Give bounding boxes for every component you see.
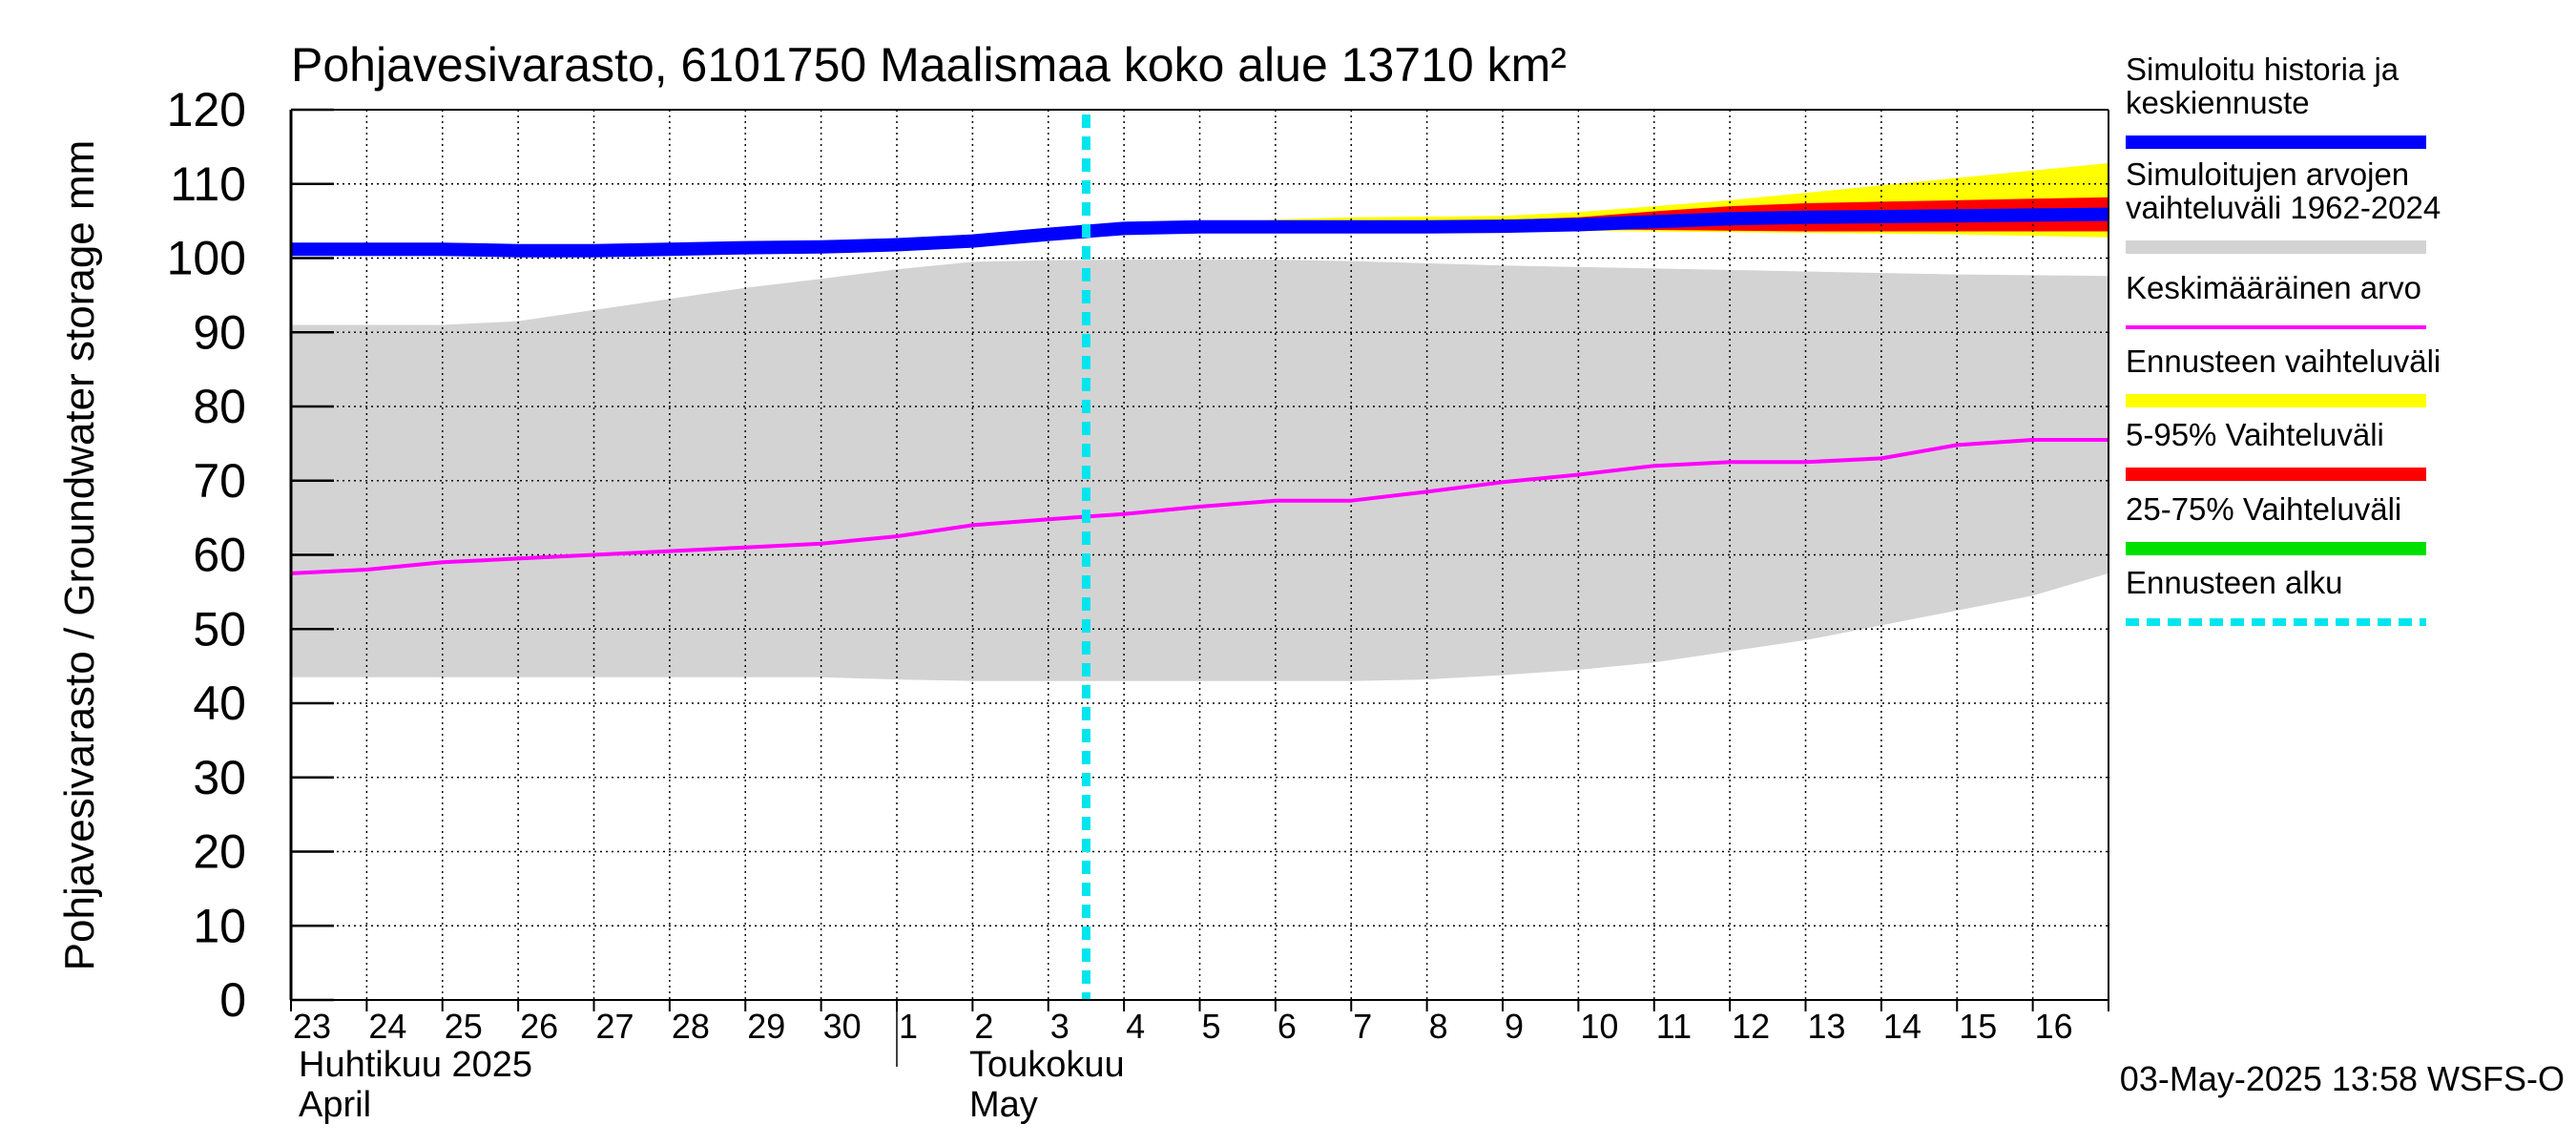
y-tick-label: 0	[219, 973, 246, 1027]
legend-label: Simuloitu historia ja	[2126, 52, 2399, 87]
timestamp-footer: 03-May-2025 13:58 WSFS-O	[2120, 1059, 2565, 1098]
y-tick-label: 70	[193, 454, 246, 508]
x-tick-label: 24	[368, 1007, 406, 1046]
x-tick-label: 8	[1429, 1007, 1448, 1046]
x-tick-label: 6	[1278, 1007, 1297, 1046]
y-tick-label: 80	[193, 380, 246, 433]
x-tick-label: 2	[974, 1007, 993, 1046]
y-tick-label: 110	[170, 157, 246, 211]
legend-label: keskiennuste	[2126, 85, 2310, 120]
x-tick-label: 5	[1202, 1007, 1221, 1046]
x-tick-label: 14	[1883, 1007, 1922, 1046]
x-tick-label: 7	[1353, 1007, 1372, 1046]
x-tick-label: 13	[1808, 1007, 1846, 1046]
month-label-fi: Toukokuu	[969, 1045, 1125, 1085]
x-tick-label: 25	[445, 1007, 483, 1046]
y-tick-label: 120	[167, 83, 246, 136]
x-tick-label: 23	[293, 1007, 331, 1046]
x-tick-label: 26	[520, 1007, 558, 1046]
legend-label: Ennusteen vaihteluväli	[2126, 344, 2441, 379]
y-tick-label: 20	[193, 825, 246, 879]
x-tick-label: 16	[2035, 1007, 2073, 1046]
chart-lines	[290, 114, 2109, 1000]
x-tick-label: 11	[1656, 1007, 1692, 1046]
x-tick-label: 9	[1505, 1007, 1524, 1046]
x-tick-label: 4	[1126, 1007, 1145, 1046]
x-tick-label: 30	[823, 1007, 862, 1046]
chart-title: Pohjavesivarasto, 6101750 Maalismaa koko…	[291, 38, 1567, 92]
y-tick-label: 40	[193, 677, 246, 730]
legend-label: Keskimääräinen arvo	[2126, 270, 2421, 305]
month-label-fi: Huhtikuu 2025	[299, 1045, 532, 1085]
line-series-5	[291, 207, 2109, 258]
y-tick-label: 30	[193, 751, 246, 804]
legend-label: vaihteluväli 1962-2024	[2126, 190, 2441, 225]
y-tick-label: 10	[193, 899, 246, 952]
legend-label: 25-75% Vaihteluväli	[2126, 491, 2401, 527]
y-tick-label: 60	[193, 529, 246, 582]
legend-label: Ennusteen alku	[2126, 565, 2343, 600]
x-tick-label: 28	[672, 1007, 710, 1046]
y-tick-label: 100	[167, 232, 246, 285]
legend-label: 5-95% Vaihteluväli	[2126, 417, 2384, 452]
y-axis-label: Pohjavesivarasto / Groundwater storage m…	[56, 140, 103, 971]
legend-label: Simuloitujen arvojen	[2126, 156, 2409, 192]
y-tick-label: 90	[193, 305, 246, 359]
x-tick-label: 3	[1050, 1007, 1070, 1046]
y-tick-label: 50	[193, 602, 246, 656]
x-tick-label: 12	[1732, 1007, 1770, 1046]
x-tick-label: 27	[596, 1007, 634, 1046]
month-label-en: May	[969, 1085, 1038, 1125]
x-tick-label: 15	[1959, 1007, 1997, 1046]
x-tick-label: 29	[747, 1007, 785, 1046]
line-series-4	[290, 438, 2109, 575]
x-tick-label: 10	[1580, 1007, 1618, 1046]
month-label-en: April	[299, 1085, 371, 1125]
band-series-0	[291, 260, 2109, 681]
x-tick-label: 1	[899, 1007, 918, 1046]
